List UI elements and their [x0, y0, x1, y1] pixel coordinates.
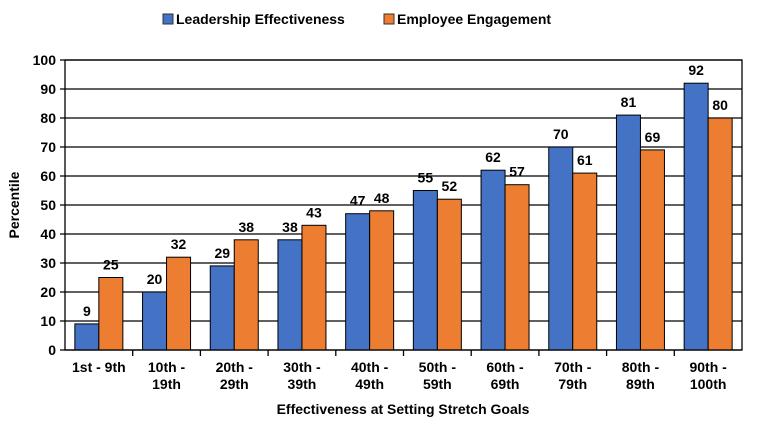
data-label: 52	[442, 178, 458, 194]
x-tick-label: 10th -	[148, 359, 186, 375]
bar	[412, 190, 438, 351]
x-axis-label: Effectiveness at Setting Stretch Goals	[277, 401, 530, 417]
bar	[209, 265, 235, 351]
x-tick-label: 89th	[626, 376, 655, 392]
bar	[98, 277, 124, 351]
y-tick-label: 80	[40, 110, 56, 126]
data-label: 38	[282, 219, 298, 235]
y-tick-label: 90	[40, 81, 56, 97]
bar	[233, 239, 259, 351]
y-tick-label: 60	[40, 168, 56, 184]
legend-swatch	[383, 13, 395, 25]
x-tick-label: 19th	[152, 376, 181, 392]
bar	[142, 291, 168, 351]
data-label: 57	[509, 164, 525, 180]
x-tick-label: 100th	[690, 376, 727, 392]
bar	[548, 146, 574, 351]
x-tick-label: 40th -	[351, 359, 389, 375]
x-tick-label: 30th -	[283, 359, 321, 375]
bar	[639, 149, 665, 351]
data-label: 61	[577, 152, 593, 168]
y-tick-label: 70	[40, 139, 56, 155]
x-tick-label: 49th	[355, 376, 384, 392]
y-tick-label: 0	[48, 342, 56, 358]
x-tick-label: 80th -	[622, 359, 660, 375]
y-tick-label: 100	[33, 52, 57, 68]
bars: 9 25 20 32 29 38 38 43 47 48 55 52 62 57 70 61 81 69 92 80	[74, 62, 733, 351]
data-label: 55	[418, 170, 434, 186]
data-label: 80	[712, 97, 728, 113]
data-label: 47	[350, 193, 366, 209]
bar	[301, 224, 327, 351]
data-label: 20	[147, 271, 163, 287]
data-label: 62	[485, 149, 501, 165]
bar	[504, 184, 530, 351]
data-label: 29	[214, 245, 230, 261]
legend-swatch	[162, 13, 174, 25]
data-label: 69	[645, 129, 661, 145]
y-tick-label: 40	[40, 226, 56, 242]
bar	[74, 323, 100, 351]
bar	[436, 198, 462, 351]
y-tick-label: 30	[40, 255, 56, 271]
data-label: 9	[83, 303, 91, 319]
data-label: 32	[171, 236, 187, 252]
x-tick-label: 69th	[491, 376, 520, 392]
data-label: 25	[103, 257, 119, 273]
data-label: 92	[688, 62, 704, 78]
x-tick-label: 20th -	[216, 359, 254, 375]
data-label: 38	[238, 219, 254, 235]
x-tick-label: 39th	[288, 376, 317, 392]
y-tick-label: 20	[40, 284, 56, 300]
bar	[615, 114, 641, 351]
legend-label: Leadership Effectiveness	[176, 11, 345, 27]
data-label: 48	[374, 190, 390, 206]
bar	[369, 210, 395, 351]
legend: Leadership Effectiveness Employee Engagem…	[162, 11, 551, 27]
x-tick-label: 70th -	[554, 359, 592, 375]
x-tick-label: 90th -	[689, 359, 727, 375]
x-tick-label: 59th	[423, 376, 452, 392]
bar	[277, 239, 303, 351]
axes: 0 10 20 30 40 50 60 70 80 90 100 1st - 9th 10th -19t…	[33, 52, 743, 392]
x-tick-label: 1st - 9th	[72, 359, 126, 375]
bar	[480, 169, 506, 351]
y-axis-label: Percentile	[6, 171, 22, 238]
y-tick-label: 10	[40, 313, 56, 329]
data-label: 43	[306, 204, 322, 220]
bar	[572, 172, 598, 351]
x-tick-label: 60th -	[486, 359, 524, 375]
bar	[345, 213, 371, 351]
bar	[707, 117, 733, 351]
x-tick-label: 29th	[220, 376, 249, 392]
y-tick-label: 50	[40, 197, 56, 213]
x-tick-label: 79th	[558, 376, 587, 392]
data-label: 81	[621, 94, 637, 110]
data-label: 70	[553, 126, 569, 142]
legend-label: Employee Engagement	[397, 11, 551, 27]
bar	[166, 256, 192, 351]
x-tick-label: 50th -	[419, 359, 457, 375]
bar	[683, 82, 709, 351]
